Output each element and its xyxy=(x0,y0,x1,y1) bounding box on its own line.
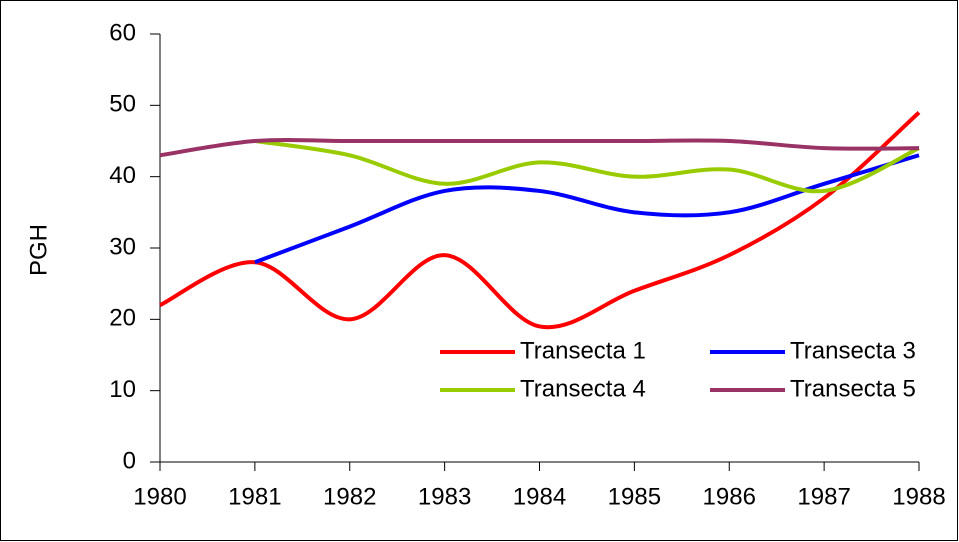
y-tick-label: 20 xyxy=(109,305,136,332)
line-series xyxy=(254,139,920,194)
x-tick-label: 1980 xyxy=(133,483,186,510)
y-tick-label: 10 xyxy=(109,376,136,403)
y-tick-label: 60 xyxy=(109,19,136,46)
line-series xyxy=(159,110,921,330)
x-tick-label: 1981 xyxy=(228,483,281,510)
x-tick-label: 1985 xyxy=(608,483,661,510)
x-tick-label: 1987 xyxy=(797,483,850,510)
legend-label: Transecta 5 xyxy=(790,375,916,402)
x-tick-label: 1984 xyxy=(513,483,566,510)
x-tick-label: 1983 xyxy=(418,483,471,510)
legend-label: Transecta 1 xyxy=(520,337,646,364)
line-series xyxy=(159,137,920,158)
x-tick-label: 1988 xyxy=(892,483,945,510)
y-tick-label: 0 xyxy=(123,447,136,474)
x-tick-label: 1982 xyxy=(323,483,376,510)
y-axis-label: PGH xyxy=(25,224,52,276)
legend-label: Transecta 4 xyxy=(520,375,646,402)
line-series xyxy=(254,153,920,265)
y-tick-label: 30 xyxy=(109,233,136,260)
x-tick-label: 1986 xyxy=(703,483,756,510)
y-tick-label: 40 xyxy=(109,162,136,189)
legend-label: Transecta 3 xyxy=(790,337,916,364)
y-tick-label: 50 xyxy=(109,91,136,118)
